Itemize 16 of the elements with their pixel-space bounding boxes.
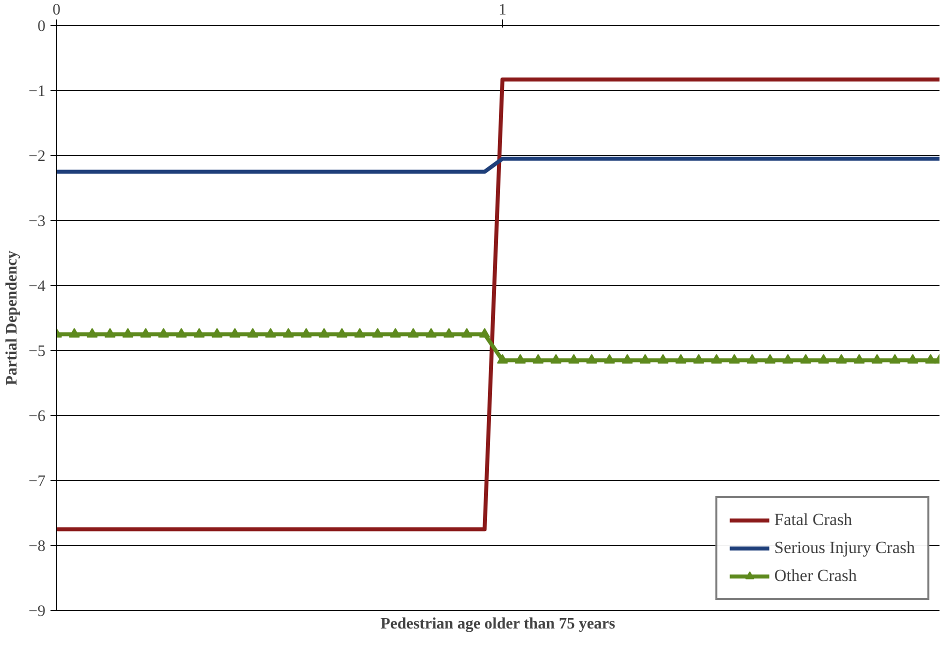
y-tick-label: −2 bbox=[28, 148, 46, 165]
x-tick-label: 1 bbox=[498, 2, 506, 18]
y-tick-label: −5 bbox=[28, 343, 46, 360]
y-tick-label: −8 bbox=[28, 538, 46, 555]
legend-label: Other Crash bbox=[774, 566, 857, 586]
y-tick-label: −9 bbox=[28, 603, 46, 620]
legend-label: Serious Injury Crash bbox=[774, 538, 915, 558]
y-tick-label: −6 bbox=[28, 408, 46, 425]
y-tick-label: −1 bbox=[28, 83, 46, 100]
y-tick-label: −4 bbox=[28, 278, 46, 295]
x-axis-title: Pedestrian age older than 75 years bbox=[380, 616, 616, 632]
y-tick-label: −7 bbox=[28, 473, 46, 490]
y-axis-title: Partial Dependency bbox=[3, 250, 20, 386]
y-tick-label: −3 bbox=[28, 213, 46, 230]
legend-label: Fatal Crash bbox=[774, 510, 852, 530]
y-tick-label: 0 bbox=[38, 18, 46, 35]
